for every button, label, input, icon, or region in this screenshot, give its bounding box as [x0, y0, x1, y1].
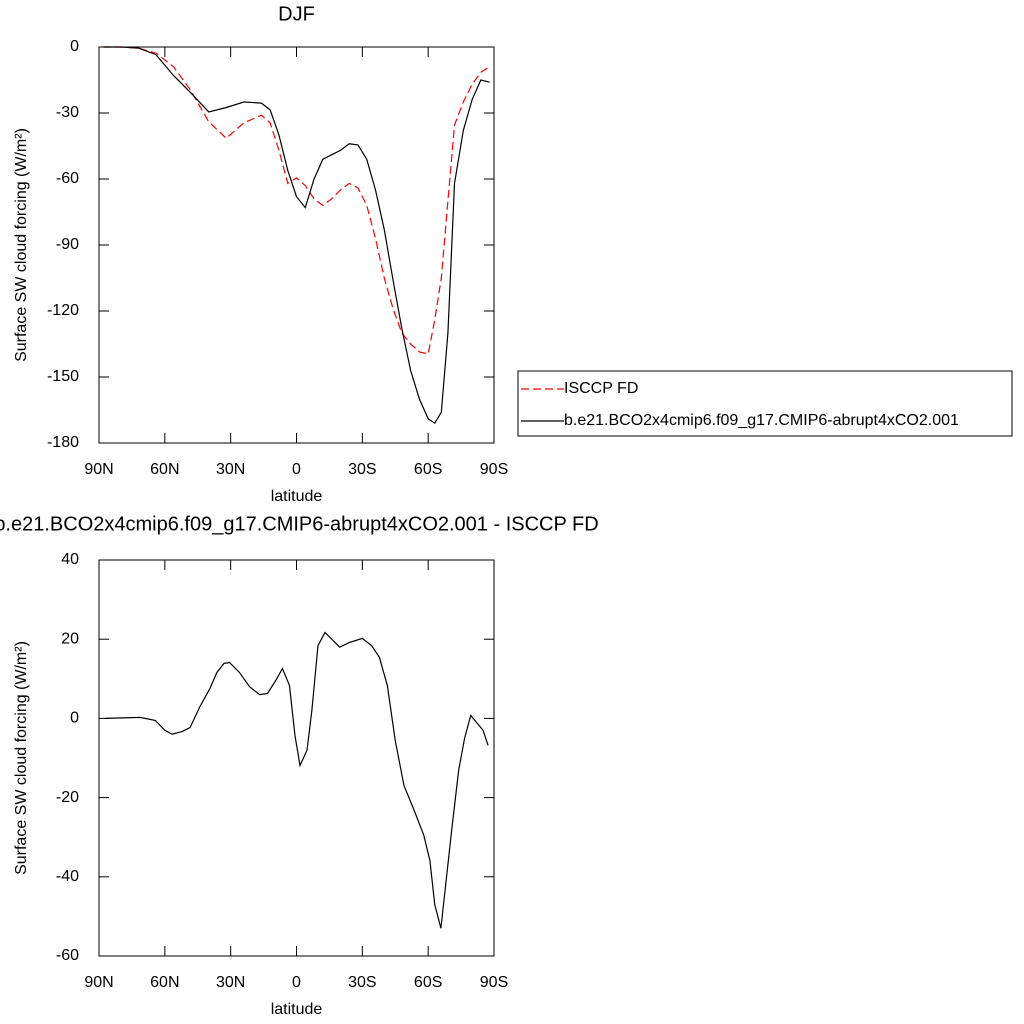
legend-box	[517, 370, 1013, 437]
chart-title: DJF	[278, 3, 315, 25]
legend-label: ISCCP FD	[564, 380, 638, 397]
x-tick-label: 90S	[480, 461, 508, 478]
y-tick-label: -180	[47, 434, 79, 451]
x-tick-label: 0	[292, 974, 301, 991]
chart-title: b.e21.BCO2x4cmip6.f09_g17.CMIP6-abrupt4x…	[0, 513, 599, 535]
x-tick-label: 0	[292, 461, 301, 478]
y-tick-label: 0	[70, 710, 79, 727]
x-tick-label: 90N	[84, 974, 113, 991]
data-line	[104, 631, 489, 929]
y-tick-label: 40	[61, 551, 79, 568]
y-tick-label: -60	[56, 170, 79, 187]
y-tick-label: -150	[47, 368, 79, 385]
x-tick-label: 90S	[480, 974, 508, 991]
x-axis-title: latitude	[271, 1001, 323, 1018]
y-tick-label: -30	[56, 104, 79, 121]
y-tick-label: -40	[56, 868, 79, 885]
y-tick-label: -120	[47, 302, 79, 319]
y-tick-label: 20	[61, 630, 79, 647]
y-tick-label: -20	[56, 789, 79, 806]
y-tick-label: -90	[56, 236, 79, 253]
y-tick-label: 0	[70, 38, 79, 55]
x-tick-label: 60S	[414, 461, 442, 478]
y-axis-title: Surface SW cloud forcing (W/m²)	[13, 641, 30, 875]
plot-frame	[98, 46, 495, 444]
plot-frame	[98, 559, 495, 957]
y-axis-title: Surface SW cloud forcing (W/m²)	[13, 128, 30, 362]
x-tick-label: 30S	[348, 461, 376, 478]
x-tick-label: 60N	[150, 461, 179, 478]
x-tick-label: 90N	[84, 461, 113, 478]
x-tick-label: 30N	[216, 974, 245, 991]
legend-label: b.e21.BCO2x4cmip6.f09_g17.CMIP6-abrupt4x…	[564, 412, 959, 429]
x-tick-label: 60N	[150, 974, 179, 991]
x-axis-title: latitude	[271, 488, 323, 505]
x-tick-label: 60S	[414, 974, 442, 991]
x-tick-label: 30N	[216, 461, 245, 478]
data-line	[103, 46, 490, 355]
x-tick-label: 30S	[348, 974, 376, 991]
y-tick-label: -60	[56, 947, 79, 964]
data-line	[103, 46, 490, 425]
